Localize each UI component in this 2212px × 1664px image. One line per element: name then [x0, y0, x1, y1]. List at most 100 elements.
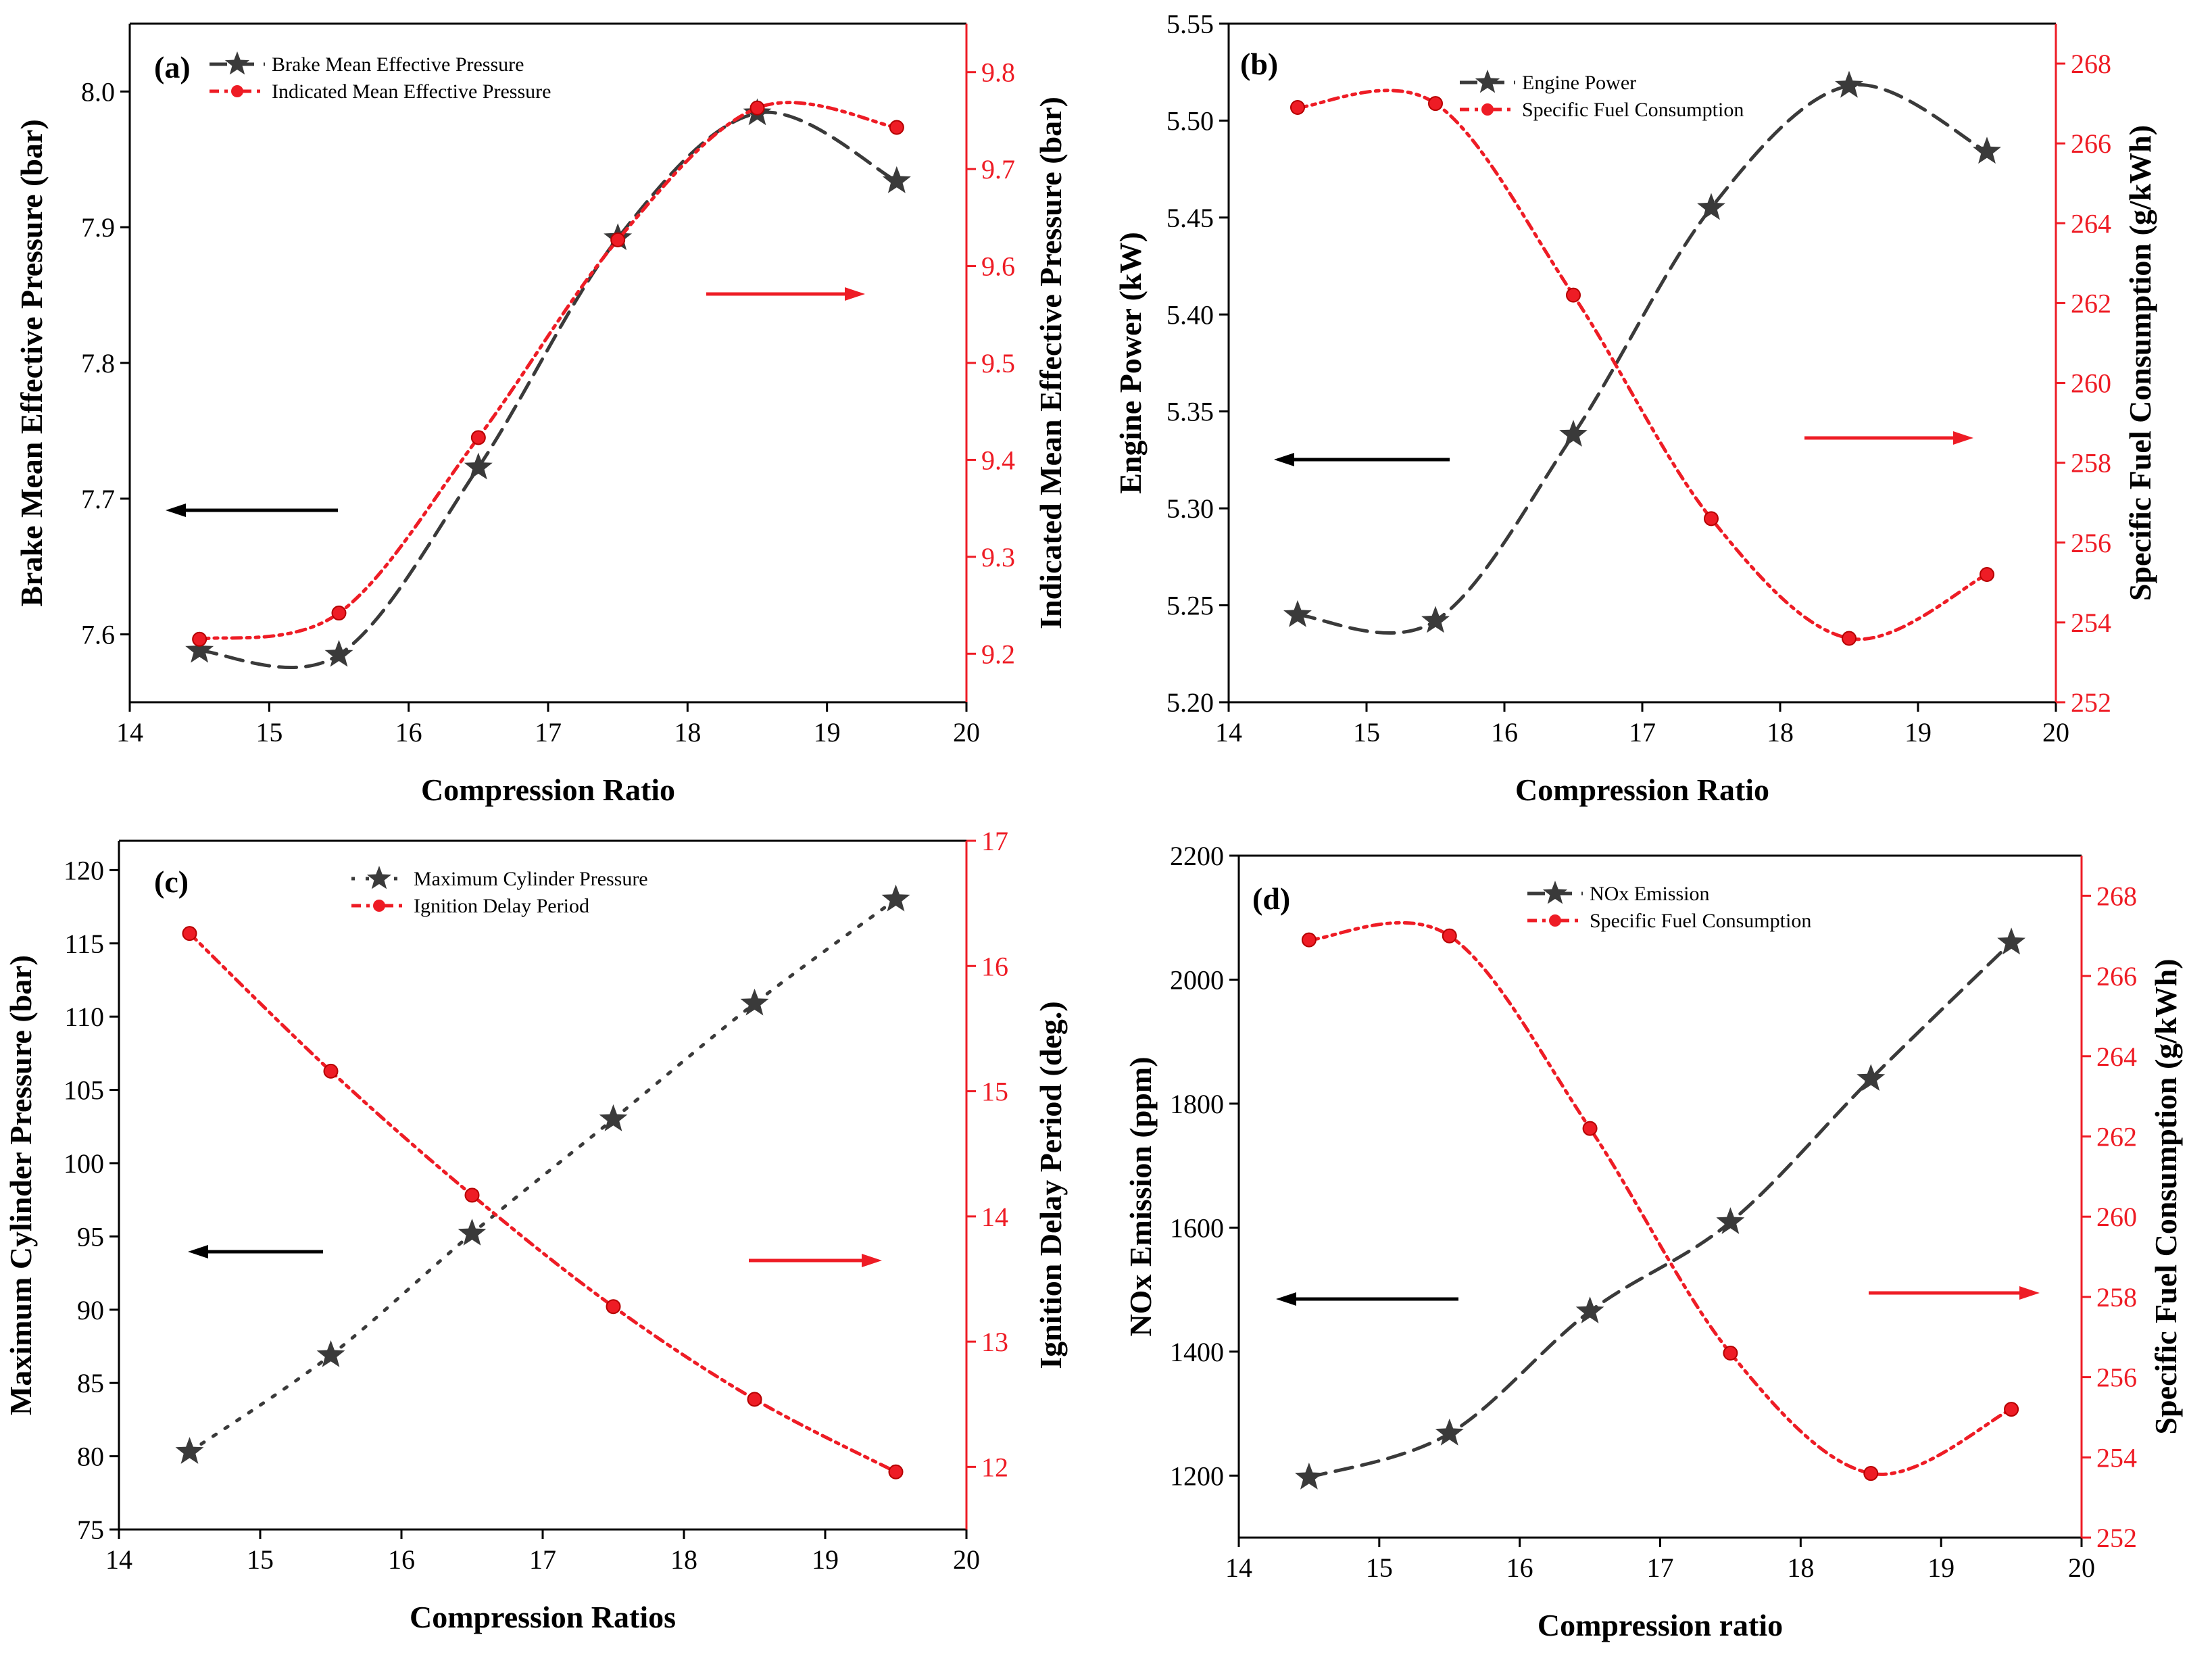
data-point-circle — [1290, 100, 1305, 116]
y-right-tick-label: 268 — [2071, 49, 2111, 79]
x-tick-label: 17 — [1629, 717, 1656, 748]
y-right-tick-label: 9.6 — [981, 251, 1015, 282]
data-point-star — [1857, 1064, 1886, 1091]
panel-label: (b) — [1240, 47, 1278, 81]
y-left-tick-label: 75 — [77, 1515, 104, 1545]
legend-star-icon — [366, 866, 392, 889]
y-right-tick-label: 9.2 — [981, 639, 1015, 669]
y-right-tick-label: 9.4 — [981, 445, 1015, 475]
y-right-tick-label: 260 — [2071, 368, 2111, 399]
y-left-tick-label: 110 — [64, 1002, 104, 1032]
y-right-tick-label: 12 — [981, 1452, 1008, 1482]
left-axis-arrow-icon — [188, 1245, 323, 1258]
data-point-star — [882, 166, 911, 193]
x-tick-label: 19 — [812, 1544, 839, 1575]
data-point-circle — [1842, 631, 1857, 646]
data-point-star — [1973, 137, 2001, 164]
right-axis-arrow-icon-head — [2019, 1286, 2040, 1300]
x-tick-label: 20 — [953, 1544, 980, 1575]
data-point-circle — [182, 926, 197, 941]
x-tick-label: 15 — [255, 717, 282, 748]
y-left-tick-label: 95 — [77, 1221, 104, 1252]
legend-label: Specific Fuel Consumption — [1590, 910, 1811, 932]
y-right-tick-label: 13 — [981, 1327, 1008, 1357]
legend-label: Ignition Delay Period — [414, 895, 589, 917]
panel-label: (d) — [1252, 881, 1290, 916]
legend-circle-icon — [231, 85, 243, 97]
data-point-circle — [331, 606, 347, 621]
data-point-star — [881, 884, 910, 912]
legend-label: Brake Mean Effective Pressure — [272, 53, 524, 76]
data-point-star — [1295, 1463, 1323, 1490]
legend-star-icon — [1475, 70, 1500, 93]
legend-label: Indicated Mean Effective Pressure — [272, 80, 551, 103]
data-point-circle — [1582, 1121, 1598, 1136]
y-right-axis-title: Indicated Mean Effective Pressure (bar) — [1033, 97, 1068, 629]
data-point-circle — [1301, 932, 1317, 948]
legend-star-icon — [224, 51, 250, 75]
right-axis-arrow-icon — [749, 1254, 882, 1267]
series-line-1 — [1307, 940, 2013, 1479]
y-right-tick-label: 258 — [2071, 448, 2111, 479]
right-axis-arrow-icon-head — [1953, 431, 1973, 445]
x-tick-label: 18 — [670, 1544, 697, 1575]
y-left-axis-title: Brake Mean Effective Pressure (bar) — [14, 119, 49, 606]
y-right-tick-label: 254 — [2071, 608, 2111, 638]
legend: Engine Power Specific Fuel Consumption — [1460, 70, 1744, 121]
data-point-circle — [1980, 567, 1994, 583]
data-point-star — [464, 452, 493, 480]
data-point-star — [1435, 1418, 1464, 1446]
y-left-tick-label: 8.0 — [81, 76, 115, 107]
legend: NOx Emission Specific Fuel Consumption — [1527, 881, 1811, 932]
y-left-axis-title: Engine Power (kW) — [1113, 232, 1148, 494]
y-right-tick-label: 9.5 — [981, 348, 1015, 378]
data-point-star — [1835, 70, 1863, 98]
series-line-2 — [197, 101, 899, 641]
y-left-tick-label: 5.30 — [1166, 493, 1214, 524]
data-point-star — [1716, 1207, 1745, 1234]
y-left-tick-label: 5.55 — [1166, 9, 1214, 39]
legend: Brake Mean Effective Pressure Indicated M… — [210, 51, 551, 103]
data-point-circle — [888, 1464, 904, 1479]
right-axis-arrow-icon-head — [862, 1254, 882, 1267]
y-right-tick-label: 256 — [2096, 1363, 2137, 1393]
x-tick-label: 19 — [1904, 717, 1932, 748]
data-point-circle — [470, 430, 486, 445]
y-left-tick-label: 5.50 — [1166, 105, 1214, 136]
y-left-tick-label: 1800 — [1170, 1089, 1224, 1119]
y-right-tick-label: 264 — [2071, 208, 2111, 239]
left-axis-arrow-icon — [1276, 1292, 1458, 1306]
y-right-tick-label: 15 — [981, 1077, 1008, 1107]
y-right-tick-label: 266 — [2071, 128, 2111, 159]
y-left-tick-label: 7.7 — [81, 484, 115, 514]
x-tick-label: 18 — [1787, 1552, 1814, 1583]
x-tick-label: 20 — [953, 717, 980, 748]
left-axis-arrow-icon — [1274, 453, 1450, 466]
data-point-circle — [1428, 96, 1443, 112]
legend-label: NOx Emission — [1590, 883, 1710, 905]
x-tick-label: 19 — [814, 717, 841, 748]
legend-star-icon — [1542, 881, 1568, 904]
x-tick-label: 14 — [1225, 1552, 1252, 1583]
y-right-tick-label: 258 — [2096, 1282, 2137, 1313]
y-left-tick-label: 105 — [64, 1075, 104, 1106]
data-point-circle — [2004, 1402, 2019, 1417]
chart-panel-1: 14 15 16 17 18 19 20 7.6 7.7 7.8 7.9 8.0 9.2 9.3 9.4 9.… — [14, 22, 1068, 807]
x-tick-label: 20 — [2042, 717, 2069, 748]
data-point-star — [458, 1219, 487, 1246]
y-right-tick-label: 254 — [2096, 1442, 2137, 1473]
x-tick-label: 16 — [395, 717, 422, 748]
panel-label: (a) — [154, 50, 191, 84]
y-left-tick-label: 5.40 — [1166, 299, 1214, 330]
y-right-tick-label: 262 — [2071, 288, 2111, 318]
data-point-star — [1283, 599, 1312, 627]
data-point-star — [1421, 606, 1450, 633]
y-left-tick-label: 5.35 — [1166, 397, 1214, 427]
y-left-tick-label: 100 — [64, 1148, 104, 1179]
y-right-axis-title: Specific Fuel Consumption (g/kWh) — [2148, 958, 2183, 1434]
x-tick-label: 18 — [674, 717, 701, 748]
data-point-star — [185, 635, 214, 663]
y-right-tick-label: 262 — [2096, 1121, 2137, 1152]
y-right-axis-title: Ignition Delay Period (deg.) — [1033, 1001, 1068, 1369]
